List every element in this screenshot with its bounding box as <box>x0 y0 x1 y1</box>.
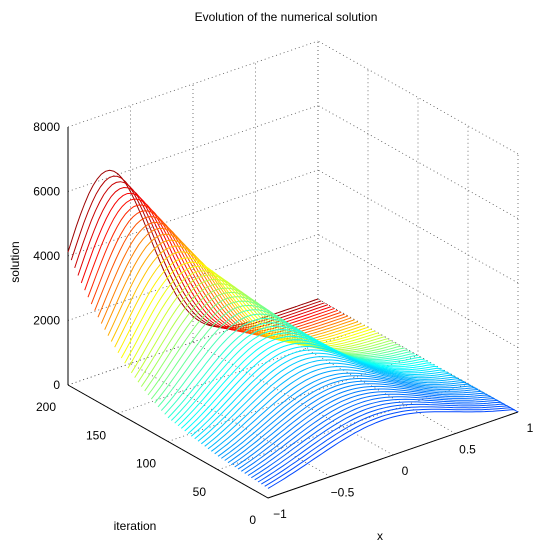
surface-curve <box>187 342 439 434</box>
surface-curve <box>264 407 515 487</box>
surface-curve <box>247 396 499 476</box>
surface-curve <box>84 198 335 333</box>
curves-layer <box>67 169 519 489</box>
y-axis-label: iteration <box>114 519 157 533</box>
surface-curve <box>114 251 365 348</box>
surface-curve <box>207 362 459 450</box>
surface-curve <box>237 388 489 470</box>
surface-curve <box>164 317 415 415</box>
x-tick-label: 0 <box>402 464 409 478</box>
surface-curve <box>211 366 462 452</box>
surface-curve <box>100 227 352 339</box>
surface-curve <box>120 261 372 359</box>
chart-title: Evolution of the numerical solution <box>195 10 378 24</box>
surface-curve <box>190 345 442 437</box>
surface-curve <box>77 186 329 331</box>
x-tick-label: 1 <box>527 421 533 435</box>
grid-line <box>317 105 519 219</box>
surface-curve <box>257 403 509 483</box>
surface-curve <box>267 409 519 489</box>
z-axis-label: solution <box>8 241 22 282</box>
surface-curve <box>254 401 505 481</box>
surface-curve <box>87 204 339 334</box>
x-axis-label: x <box>377 529 383 543</box>
grid-line <box>67 234 319 321</box>
surface-curve <box>177 332 428 427</box>
surface-curve <box>214 369 465 455</box>
surface-curve <box>194 349 445 440</box>
x-tick-label: −0.5 <box>331 486 355 500</box>
surface-curve <box>234 385 485 468</box>
y-tick-label: 50 <box>193 485 207 499</box>
surface-curve <box>167 322 419 419</box>
grid-line <box>130 363 331 477</box>
grid-line <box>67 40 319 128</box>
surface-curve <box>184 339 435 432</box>
surface-curve <box>224 378 475 461</box>
x-axis-line <box>267 411 519 499</box>
surface-curve <box>180 335 432 429</box>
surface-curve <box>244 393 495 474</box>
grid-line <box>117 326 369 414</box>
surface-curve <box>231 383 482 466</box>
x-tick-label: −1 <box>273 507 287 521</box>
y-tick-label: 150 <box>86 428 106 442</box>
y-tick-label: 200 <box>36 400 56 414</box>
surface-curve <box>110 245 362 342</box>
x-tick-label: 0.5 <box>459 443 476 457</box>
surface-curve <box>217 372 469 457</box>
axes-layer <box>67 127 519 499</box>
surface-curve <box>221 375 472 459</box>
surface-curve <box>90 210 342 335</box>
surface-curve <box>104 233 355 340</box>
z-tick-label: 0 <box>53 378 60 392</box>
grid-line <box>67 105 319 192</box>
surface-curve <box>117 257 369 354</box>
surface-curve <box>197 352 449 442</box>
surface-curve <box>174 329 425 424</box>
surface-curve <box>261 405 512 485</box>
z-tick-label: 4000 <box>33 249 60 263</box>
surface-curve <box>170 325 422 421</box>
surface-curve <box>160 313 412 411</box>
grid-layer <box>67 40 519 499</box>
surface-curve <box>74 181 325 330</box>
z-tick-label: 6000 <box>33 185 60 199</box>
surface-curve <box>200 356 452 445</box>
surface-curve <box>251 398 502 479</box>
z-tick-label: 2000 <box>33 314 60 328</box>
surface-curve <box>67 169 319 328</box>
z-tick-label: 8000 <box>33 120 60 134</box>
surface-curve <box>227 380 479 464</box>
surface-curve <box>97 221 349 337</box>
surface-curve <box>204 359 455 447</box>
y-axis-line <box>67 384 269 499</box>
y-tick-label: 100 <box>136 457 156 471</box>
y-tick-label: 0 <box>249 513 256 527</box>
grid-line <box>67 169 319 257</box>
surface-curve <box>241 391 492 472</box>
surface-curve <box>157 309 409 408</box>
